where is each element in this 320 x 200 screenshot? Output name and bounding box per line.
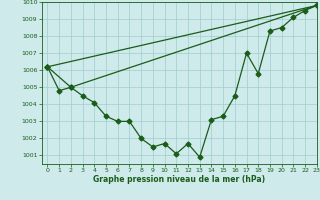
X-axis label: Graphe pression niveau de la mer (hPa): Graphe pression niveau de la mer (hPa) (93, 175, 265, 184)
